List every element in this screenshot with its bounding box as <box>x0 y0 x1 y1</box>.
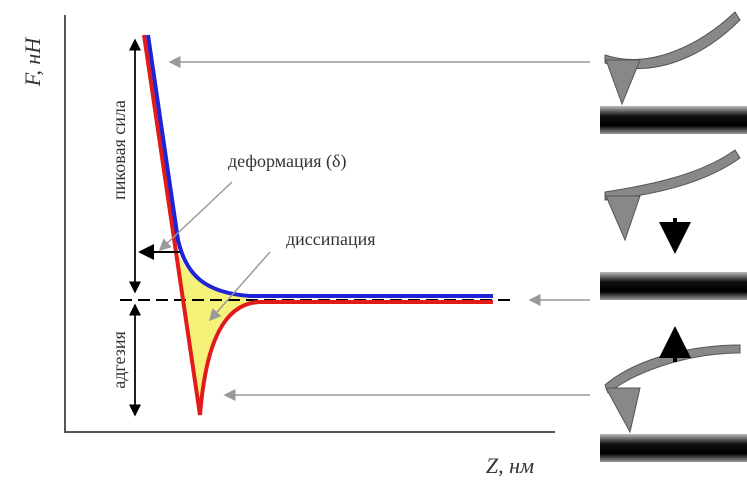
peak-force-label: пиковая сила <box>109 100 129 200</box>
retract-curve <box>142 34 493 416</box>
surfaces <box>600 106 747 462</box>
measure-arrows <box>129 38 180 417</box>
pointer-arrows <box>158 56 590 401</box>
dissipation-area <box>178 252 255 415</box>
dissipation-label: диссипация <box>286 229 376 249</box>
deformation-label: деформация (δ) <box>228 151 347 172</box>
adhesion-label: адгезия <box>109 331 129 389</box>
x-axis-label: Z, нм <box>486 453 534 478</box>
y-axis-label: F, нН <box>20 37 45 88</box>
axes <box>64 15 555 433</box>
approach-curve <box>146 34 493 298</box>
cantilevers <box>604 11 741 434</box>
